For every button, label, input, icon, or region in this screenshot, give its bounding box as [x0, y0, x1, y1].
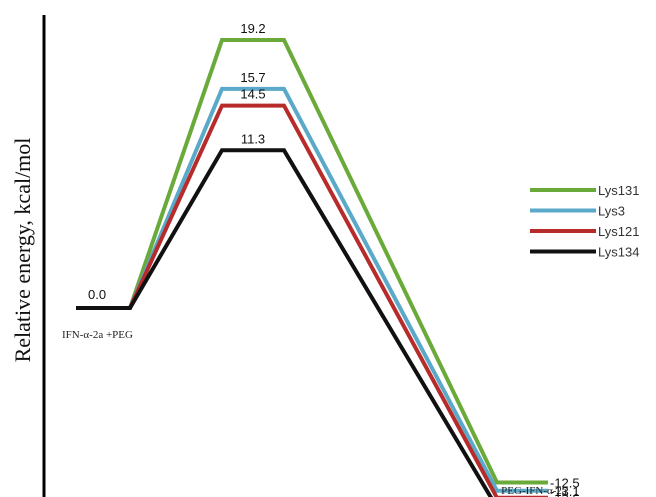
- series-line-lys134: [76, 148, 494, 497]
- value-label-lys131-1: 19.2: [240, 21, 265, 36]
- value-label-lys121-2: -13.6: [550, 491, 580, 497]
- value-label-lys131-0: 0.0: [88, 287, 106, 302]
- value-label-lys121-1: 14.5: [240, 87, 265, 102]
- legend-label-lys3: Lys3: [598, 204, 625, 219]
- legend-label-lys121: Lys121: [598, 224, 639, 239]
- series-line-lys3: [76, 86, 548, 493]
- value-label-lys134-1: 11.3: [241, 131, 265, 146]
- value-label-lys3-1: 15.7: [240, 70, 265, 85]
- value-label-lys131-2: -12.5: [550, 476, 580, 491]
- series-lines: [76, 38, 548, 497]
- legend-label-lys134: Lys134: [598, 245, 639, 260]
- category-label-2: PEG-IFN-α-2a: [501, 485, 567, 497]
- category-label-0: IFN-α-2a +PEG: [62, 329, 133, 341]
- legend-label-lys131: Lys131: [598, 183, 639, 198]
- value-label-lys3-2: -13.1: [550, 484, 580, 497]
- legend: Lys131 Lys3 Lys121 Lys134: [530, 183, 639, 260]
- category-labels: IFN-α-2a +PEG PEG-IFN-α-2a: [62, 329, 567, 497]
- series-line-lys131: [76, 38, 548, 485]
- value-labels: 0.019.2-12.515.7-13.114.5-13.611.3-14.3: [88, 21, 580, 497]
- y-axis-title: Relative energy, kcal/mol: [10, 138, 35, 363]
